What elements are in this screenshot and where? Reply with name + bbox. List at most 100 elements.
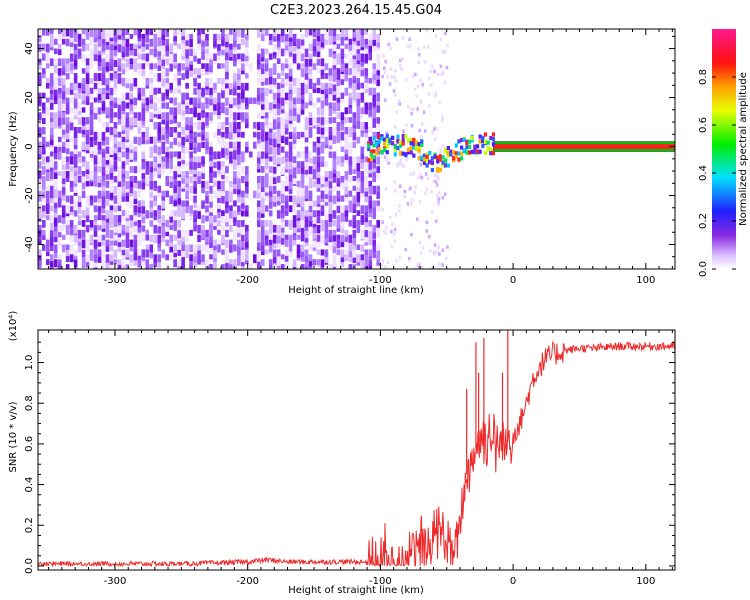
heatmap-cell (300, 210, 305, 219)
heatmap-cell (38, 33, 42, 43)
heatmap-cell (189, 53, 193, 62)
heatmap-cell (252, 190, 257, 199)
heatmap-cell (193, 244, 197, 254)
heatmap-cell (383, 71, 387, 75)
heatmap-cell (292, 259, 297, 268)
heatmap-cell (332, 234, 337, 242)
signal-track-cell (401, 151, 405, 156)
signal-track-cell (367, 157, 371, 163)
heatmap-cell (49, 254, 54, 262)
heatmap-cell (77, 48, 82, 57)
heatmap-cell (105, 254, 110, 263)
heatmap-cell (109, 126, 114, 136)
heatmap-cell (133, 97, 138, 106)
heatmap-cell (189, 205, 193, 214)
heatmap-cell (69, 107, 74, 114)
heatmap-cell (209, 77, 213, 86)
heatmap-cell (73, 53, 78, 60)
heatmap-cell (101, 146, 106, 153)
heatmap-cell (141, 166, 146, 174)
heatmap-cell (241, 259, 245, 267)
heatmap-cell (394, 79, 397, 83)
heatmap-cell (404, 247, 408, 252)
heatmap-cell (65, 73, 70, 80)
heatmap-cell (189, 185, 193, 194)
heatmap-cell (288, 82, 293, 90)
heatmap-cell (260, 73, 265, 82)
heatmap-cell (304, 117, 309, 124)
heatmap-cell (213, 175, 217, 182)
heatmap-cell (229, 239, 233, 246)
heatmap-cell (69, 171, 74, 180)
heatmap-cell (129, 254, 134, 263)
heatmap-cell (117, 73, 122, 81)
heatmap-cell (49, 234, 54, 244)
heatmap-cell (320, 220, 325, 228)
heatmap-cell (205, 205, 209, 213)
heatmap-cell (185, 136, 189, 143)
heatmap-cell (272, 175, 277, 185)
signal-track-cell (414, 143, 419, 148)
heatmap-cell (165, 58, 169, 65)
heatmap-cell (49, 185, 54, 194)
heatmap-cell (312, 117, 317, 126)
heatmap-cell (133, 166, 138, 174)
heatmap-cell (117, 264, 122, 269)
heatmap-cell (237, 180, 241, 190)
heatmap-cell (256, 112, 261, 120)
signal-track-cell (383, 141, 387, 146)
heatmap-cell (312, 210, 317, 218)
heatmap-cell (213, 166, 217, 172)
heatmap-cell (209, 205, 213, 213)
heatmap-cell (161, 166, 166, 175)
heatmap-cell (157, 126, 162, 134)
heatmap-cell (383, 98, 387, 102)
heatmap-cell (233, 53, 237, 62)
heatmap-cell (364, 131, 369, 138)
heatmap-cell (193, 220, 197, 226)
heatmap-cell (177, 63, 181, 72)
heatmap-cell (41, 244, 46, 251)
heatmap-cell (320, 107, 325, 116)
heatmap-cell (38, 249, 42, 256)
heatmap-cell (89, 195, 94, 201)
heatmap-cell (113, 87, 118, 95)
heatmap-cell (348, 126, 353, 135)
heatmap-cell (225, 68, 229, 77)
heatmap-cell (189, 33, 193, 40)
heatmap-cell (117, 58, 122, 66)
heatmap-cell (193, 136, 197, 143)
heatmap-cell (304, 156, 309, 162)
spectrogram-x-label: Height of straight line (km) (288, 285, 424, 296)
heatmap-cell (97, 107, 102, 115)
heatmap-cell (69, 82, 74, 91)
heatmap-cell (45, 239, 50, 248)
heatmap-cell (316, 58, 321, 66)
heatmap-cell (117, 63, 122, 72)
heatmap-cell (38, 151, 42, 159)
signal-track-cell (420, 142, 424, 148)
heatmap-cell (284, 58, 289, 64)
heatmap-cell (61, 146, 66, 153)
heatmap-cell (65, 58, 70, 64)
heatmap-cell (256, 131, 261, 140)
heatmap-cell (399, 64, 402, 68)
heatmap-cell (41, 175, 46, 182)
heatmap-cell (113, 122, 118, 129)
signal-track-cell (465, 150, 469, 155)
heatmap-cell (77, 87, 82, 93)
heatmap-cell (332, 53, 337, 59)
heatmap-cell (408, 37, 411, 42)
heatmap-cell (264, 102, 269, 111)
heatmap-cell (372, 63, 377, 70)
heatmap-cell (336, 33, 341, 41)
heatmap-cell (141, 131, 146, 137)
heatmap-cell (129, 180, 134, 188)
heatmap-cell (292, 126, 297, 133)
heatmap-cell (272, 131, 277, 139)
heatmap-cell (101, 215, 106, 221)
heatmap-cell (69, 254, 74, 263)
heatmap-cell (431, 130, 435, 135)
x-tick-label: -200 (236, 275, 259, 286)
heatmap-cell (41, 73, 46, 79)
